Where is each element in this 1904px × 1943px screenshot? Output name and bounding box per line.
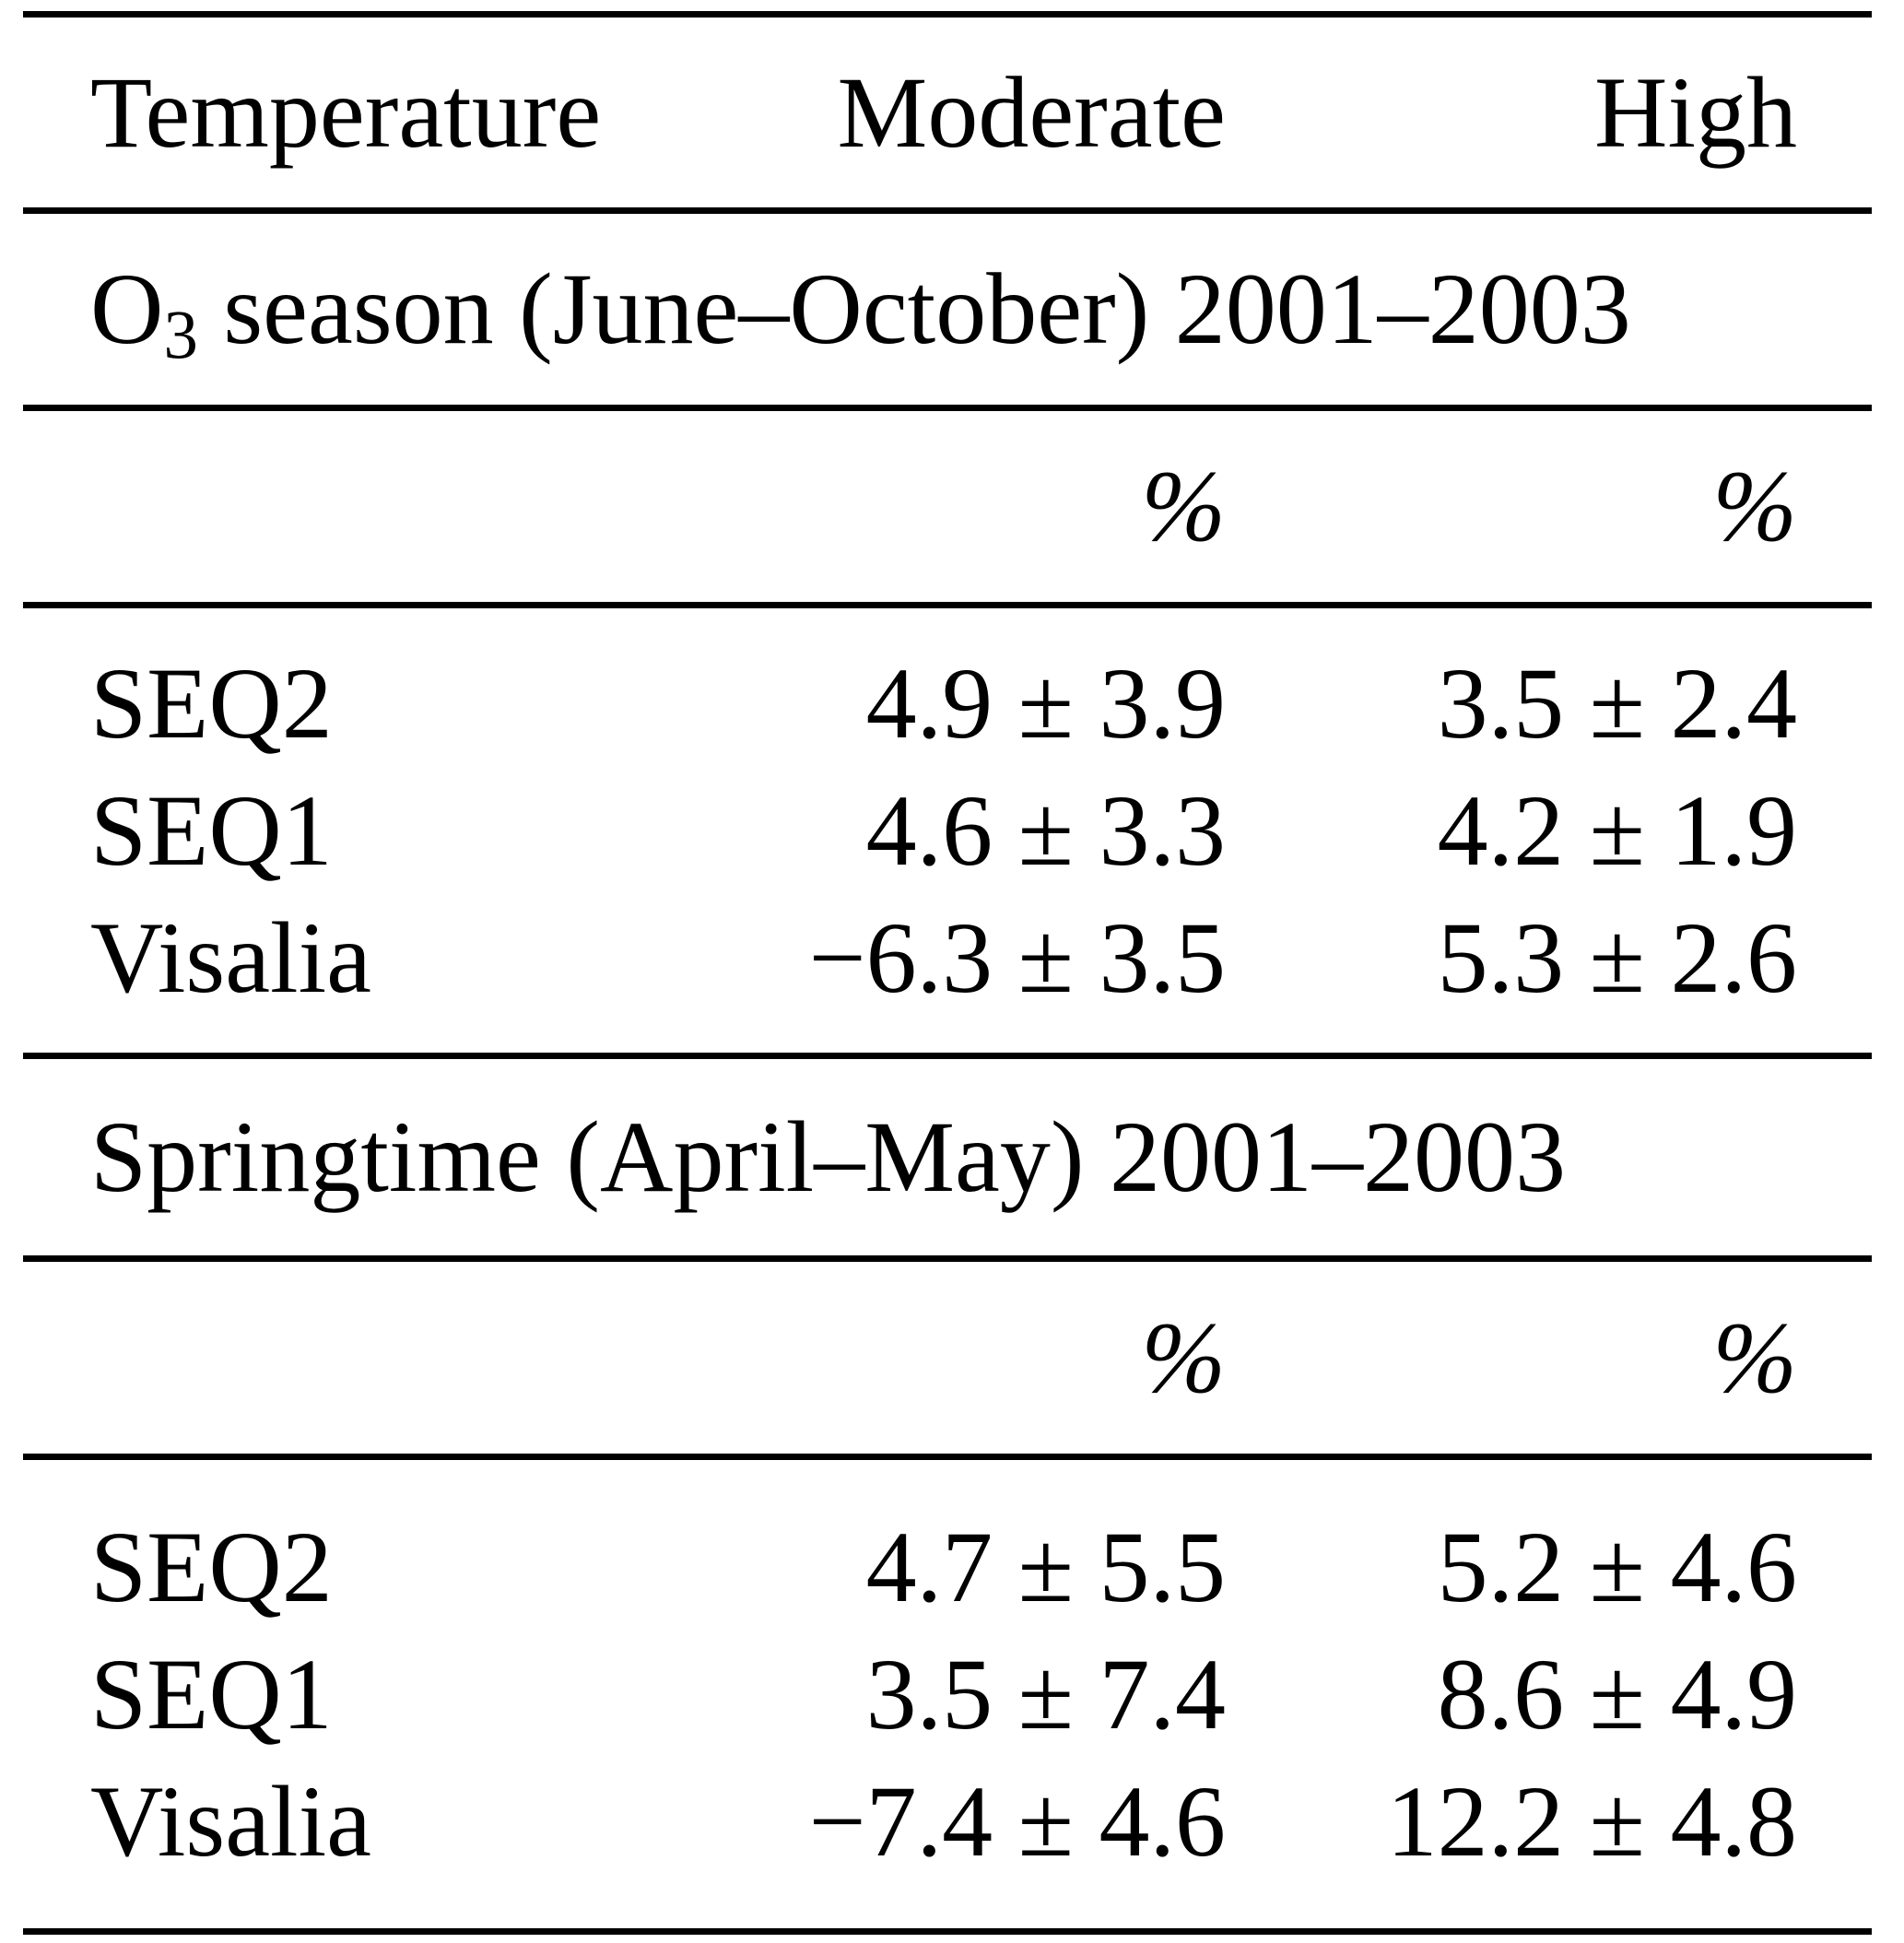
table-rule [23, 1053, 1872, 1059]
table-row-visalia: Visalia −6.3 ± 3.5 5.3 ± 2.6 [0, 894, 1904, 1021]
section-rows-ozone-season: SEQ2 4.9 ± 3.9 3.5 ± 2.4 SEQ1 4.6 ± 3.3 … [0, 608, 1904, 1053]
title-base: Springtime (April–May) 2001–2003 [90, 1101, 1566, 1213]
row-label: Visalia [90, 1764, 371, 1878]
table-rule [23, 1454, 1872, 1460]
unit-percent-high: % [1712, 1301, 1797, 1414]
row-label: Visalia [90, 901, 371, 1014]
table-row-visalia: Visalia −7.4 ± 4.6 12.2 ± 4.8 [0, 1758, 1904, 1885]
units-row-springtime: % % [0, 1262, 1904, 1454]
table-rule [23, 207, 1872, 214]
table-rule [23, 602, 1872, 608]
section-title-text: O3 season (June–October) 2001–2003 [0, 251, 1631, 370]
value-high: 3.5 ± 2.4 [1437, 646, 1797, 760]
unit-percent-moderate: % [1141, 1301, 1226, 1414]
value-high: 8.6 ± 4.9 [1437, 1637, 1797, 1750]
row-label: SEQ1 [90, 1637, 333, 1750]
table-row-seq2: SEQ2 4.7 ± 5.5 5.2 ± 4.6 [0, 1503, 1904, 1631]
value-moderate: 4.7 ± 5.5 [865, 1510, 1226, 1623]
unit-percent-moderate: % [1141, 450, 1226, 562]
table-row-seq2: SEQ2 4.9 ± 3.9 3.5 ± 2.4 [0, 640, 1904, 767]
value-moderate: −6.3 ± 3.5 [808, 901, 1226, 1014]
column-header-moderate: Moderate [837, 55, 1226, 169]
column-header-temperature: Temperature [90, 55, 602, 169]
table-rule [23, 405, 1872, 411]
value-moderate: 4.6 ± 3.3 [865, 773, 1226, 887]
value-moderate: 3.5 ± 7.4 [865, 1637, 1226, 1750]
section-title-ozone-season: O3 season (June–October) 2001–2003 [0, 214, 1904, 405]
table-header-row: Temperature Moderate High [0, 18, 1904, 207]
value-high: 4.2 ± 1.9 [1437, 773, 1797, 887]
unit-percent-high: % [1712, 450, 1797, 562]
table-rule [23, 1255, 1872, 1262]
table-top-rule [23, 11, 1872, 18]
title-subscript: 3 [163, 297, 198, 374]
section-title-text: Springtime (April–May) 2001–2003 [0, 1099, 1566, 1216]
column-header-high: High [1594, 55, 1797, 169]
value-high: 12.2 ± 4.8 [1386, 1764, 1797, 1878]
table-row-seq1: SEQ1 3.5 ± 7.4 8.6 ± 4.9 [0, 1631, 1904, 1758]
section-rows-springtime: SEQ2 4.7 ± 5.5 5.2 ± 4.6 SEQ1 3.5 ± 7.4 … [0, 1460, 1904, 1928]
title-base: O [90, 253, 164, 365]
units-row-ozone-season: % % [0, 411, 1904, 602]
value-moderate: −7.4 ± 4.6 [808, 1764, 1226, 1878]
value-high: 5.2 ± 4.6 [1437, 1510, 1797, 1623]
value-high: 5.3 ± 2.6 [1437, 901, 1797, 1014]
value-moderate: 4.9 ± 3.9 [865, 646, 1226, 760]
table-row-seq1: SEQ1 4.6 ± 3.3 4.2 ± 1.9 [0, 767, 1904, 894]
section-title-springtime: Springtime (April–May) 2001–2003 [0, 1059, 1904, 1255]
title-rest: season (June–October) 2001–2003 [197, 253, 1631, 365]
row-label: SEQ1 [90, 773, 333, 887]
row-label: SEQ2 [90, 646, 333, 760]
table-bottom-rule [23, 1928, 1872, 1935]
row-label: SEQ2 [90, 1510, 333, 1623]
